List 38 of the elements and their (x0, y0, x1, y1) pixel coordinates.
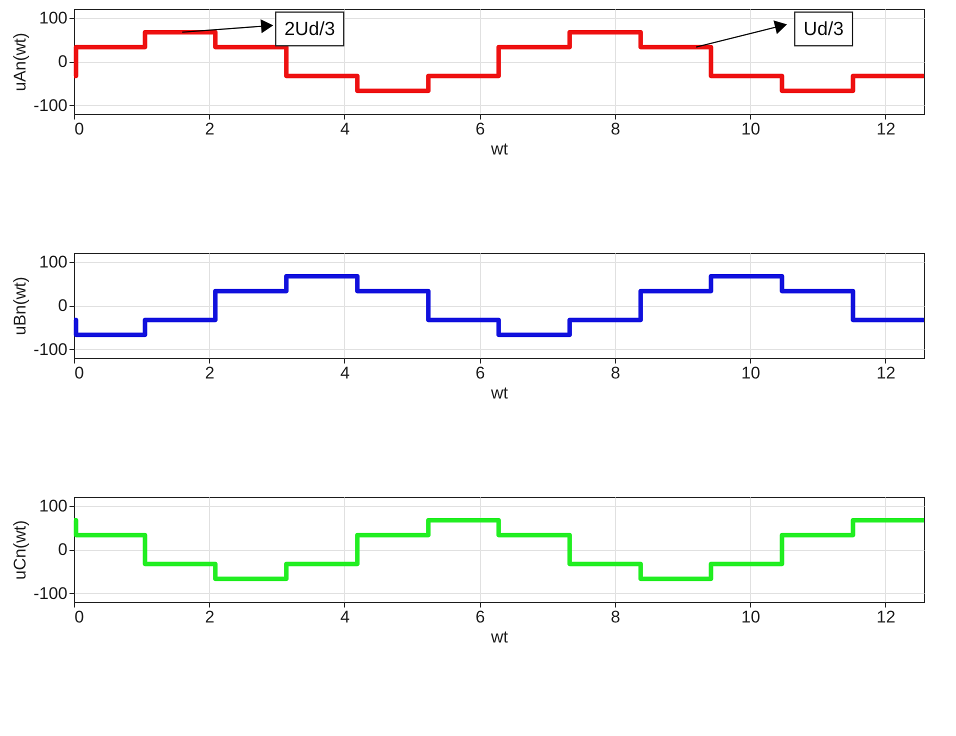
y-axis-title: uAn(wt) (10, 32, 30, 92)
x-tick-label: 6 (475, 608, 485, 626)
y-tick-label: 100 (39, 8, 68, 28)
x-tick-label: 8 (610, 120, 620, 138)
y-tick-label: 0 (58, 52, 68, 71)
x-tick-label: 0 (74, 364, 84, 382)
x-tick-label: 0 (74, 120, 84, 138)
x-tick-label: 2 (205, 120, 214, 138)
x-tick-label: 6 (475, 364, 485, 382)
x-tick-label: 6 (475, 120, 485, 138)
x-tick-label: 10 (741, 120, 760, 138)
x-tick-label: 8 (610, 608, 620, 626)
y-tick-label: -100 (33, 96, 68, 115)
y-tick-label: -100 (33, 340, 68, 359)
x-tick-label: 10 (741, 364, 760, 382)
x-tick-label: 2 (205, 608, 214, 626)
x-tick-label: 0 (74, 608, 84, 626)
x-tick-label: 12 (876, 364, 896, 382)
x-tick-label: 4 (340, 120, 350, 138)
y-tick-label: 0 (58, 296, 68, 315)
y-axis-title: uBn(wt) (10, 276, 30, 336)
x-axis-title: wt (490, 628, 508, 646)
x-tick-label: 12 (876, 120, 896, 138)
x-tick-label: 8 (610, 364, 620, 382)
x-axis-title: wt (490, 384, 508, 402)
annotation: 2Ud/3 (284, 18, 336, 40)
y-tick-label: 100 (39, 252, 68, 272)
y-tick-label: -100 (33, 584, 68, 603)
x-tick-label: 2 (205, 364, 214, 382)
x-tick-label: 10 (741, 608, 760, 626)
x-tick-label: 12 (876, 608, 896, 626)
x-tick-label: 4 (340, 364, 350, 382)
x-tick-label: 4 (340, 608, 350, 626)
annotation: Ud/3 (804, 18, 844, 40)
x-axis-title: wt (490, 140, 508, 158)
y-tick-label: 0 (58, 540, 68, 559)
y-axis-title: uCn(wt) (10, 520, 30, 580)
y-tick-label: 100 (39, 496, 68, 516)
